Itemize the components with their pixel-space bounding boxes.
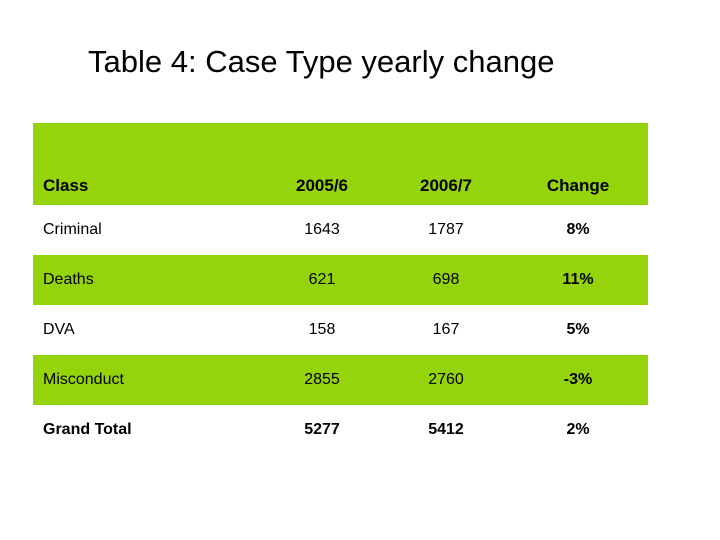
cell-class: Misconduct: [43, 371, 124, 388]
cell-change: 8%: [566, 221, 590, 238]
header-2005-6: 2005/6: [296, 176, 348, 195]
case-type-table: Class 2005/6 2006/7 Change Criminal 1643…: [33, 123, 648, 455]
cell-2005-6: 158: [308, 321, 336, 338]
table-row-deaths: Deaths 621 698 11%: [33, 255, 648, 305]
cell-2005-6: 621: [308, 271, 336, 288]
slide-title: Table 4: Case Type yearly change: [88, 44, 555, 79]
cell-2006-7: 1787: [428, 221, 464, 238]
cell-2005-6: 2855: [304, 371, 340, 388]
cell-2005-6: 5277: [304, 421, 340, 438]
cell-class: Criminal: [43, 221, 102, 238]
cell-change: 5%: [566, 321, 590, 338]
cell-2006-7: 2760: [428, 371, 464, 388]
cell-2005-6: 1643: [304, 221, 340, 238]
cell-change: 11%: [562, 271, 594, 288]
table-row-criminal: Criminal 1643 1787 8%: [33, 205, 648, 255]
cell-change: -3%: [563, 371, 593, 388]
table-row-dva: DVA 158 167 5%: [33, 305, 648, 355]
table-row-misconduct: Misconduct 2855 2760 -3%: [33, 355, 648, 405]
cell-change: 2%: [566, 421, 590, 438]
cell-2006-7: 167: [432, 321, 460, 338]
cell-class: Deaths: [43, 271, 94, 288]
cell-class: DVA: [43, 321, 75, 338]
cell-2006-7: 698: [432, 271, 460, 288]
cell-2006-7: 5412: [428, 421, 464, 438]
table-row-grand-total: Grand Total 5277 5412 2%: [33, 405, 648, 455]
header-class: Class: [43, 176, 89, 195]
table-header-row: Class 2005/6 2006/7 Change: [33, 123, 648, 205]
cell-class: Grand Total: [43, 421, 132, 438]
header-2006-7: 2006/7: [420, 176, 472, 195]
header-change: Change: [546, 176, 610, 195]
